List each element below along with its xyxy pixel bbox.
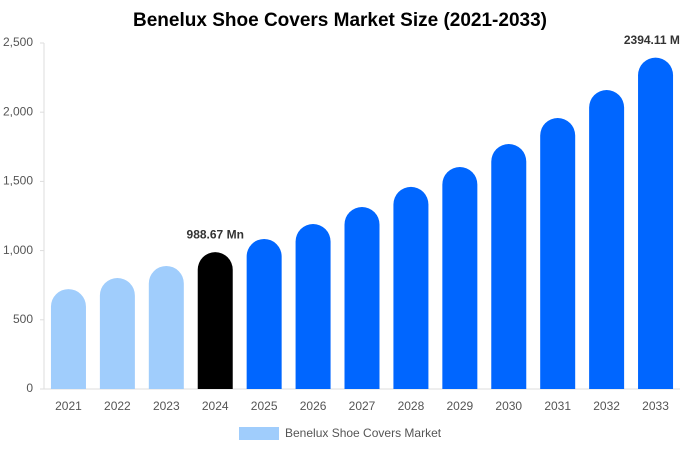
bar [393, 186, 429, 389]
bar [540, 118, 576, 389]
bar [50, 289, 86, 389]
x-tick-label: 2028 [398, 399, 425, 413]
bar [197, 252, 233, 389]
data-label: 2394.11 Mn [624, 33, 680, 47]
x-tick-label: 2026 [300, 399, 327, 413]
bar [442, 167, 478, 389]
bar [295, 224, 331, 389]
bar [638, 57, 674, 389]
x-tick-label: 2032 [593, 399, 620, 413]
bar [99, 278, 135, 389]
y-tick-label: 2,000 [3, 104, 33, 118]
legend-label: Benelux Shoe Covers Market [285, 426, 442, 440]
chart-title: Benelux Shoe Covers Market Size (2021-20… [133, 10, 547, 31]
y-tick-label: 1,500 [3, 174, 33, 188]
y-tick-label: 2,500 [3, 35, 33, 49]
x-tick-label: 2021 [55, 399, 82, 413]
x-tick-label: 2025 [251, 399, 278, 413]
x-tick-label: 2027 [349, 399, 376, 413]
x-tick-label: 2023 [153, 399, 180, 413]
y-tick-label: 500 [13, 312, 33, 326]
x-tick-label: 2029 [446, 399, 473, 413]
x-tick-label: 2030 [495, 399, 522, 413]
x-tick-label: 2024 [202, 399, 229, 413]
bar [589, 90, 625, 389]
data-label: 988.67 Mn [187, 227, 244, 241]
y-tick-label: 1,000 [3, 243, 33, 257]
x-tick-label: 2022 [104, 399, 131, 413]
bar [491, 144, 527, 389]
bar [246, 238, 282, 389]
bar [344, 207, 380, 389]
x-tick-label: 2033 [642, 399, 669, 413]
x-tick-label: 2031 [544, 399, 571, 413]
bar [148, 265, 184, 389]
y-tick-label: 0 [26, 381, 33, 395]
legend-swatch [239, 427, 279, 440]
